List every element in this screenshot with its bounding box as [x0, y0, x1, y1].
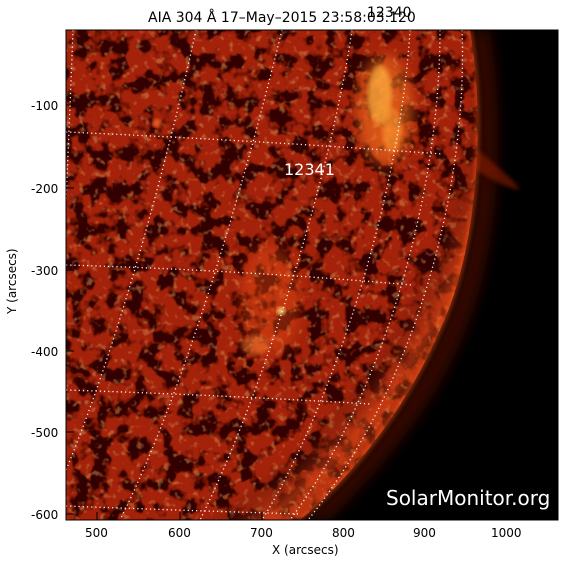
active-region-label: 12341	[284, 160, 335, 179]
x-tick-label: 600	[168, 526, 191, 540]
image-title: AIA 304 Å 17–May–2015 23:58:03.120	[148, 9, 416, 26]
y-tick-label: -400	[31, 345, 58, 359]
prominence	[476, 150, 520, 190]
x-tick-label: 900	[413, 526, 436, 540]
y-axis-label: Y (arcsecs)	[5, 248, 19, 315]
corona-glow	[300, 30, 499, 520]
heliographic-grid	[66, 30, 464, 520]
y-tick-label: -500	[31, 426, 58, 440]
x-tick-label: 1000	[491, 526, 522, 540]
x-tick-marks	[96, 512, 508, 520]
title-overlap-label: 12340	[367, 5, 412, 21]
x-axis-label: X (arcsecs)	[272, 543, 339, 557]
x-tick-label: 700	[250, 526, 273, 540]
y-tick-label: -200	[31, 182, 58, 196]
solar-limb	[299, 30, 480, 520]
y-tick-label: -100	[31, 99, 58, 113]
y-tick-marks	[66, 104, 74, 515]
solar-image: 12341 SolarMonitor.org	[66, 30, 558, 520]
watermark: SolarMonitor.org	[386, 486, 550, 510]
y-tick-label: -600	[31, 508, 58, 522]
y-tick-label: -300	[31, 264, 58, 278]
x-tick-label: 500	[85, 526, 108, 540]
x-tick-label: 800	[332, 526, 355, 540]
plot-border	[65, 29, 559, 521]
